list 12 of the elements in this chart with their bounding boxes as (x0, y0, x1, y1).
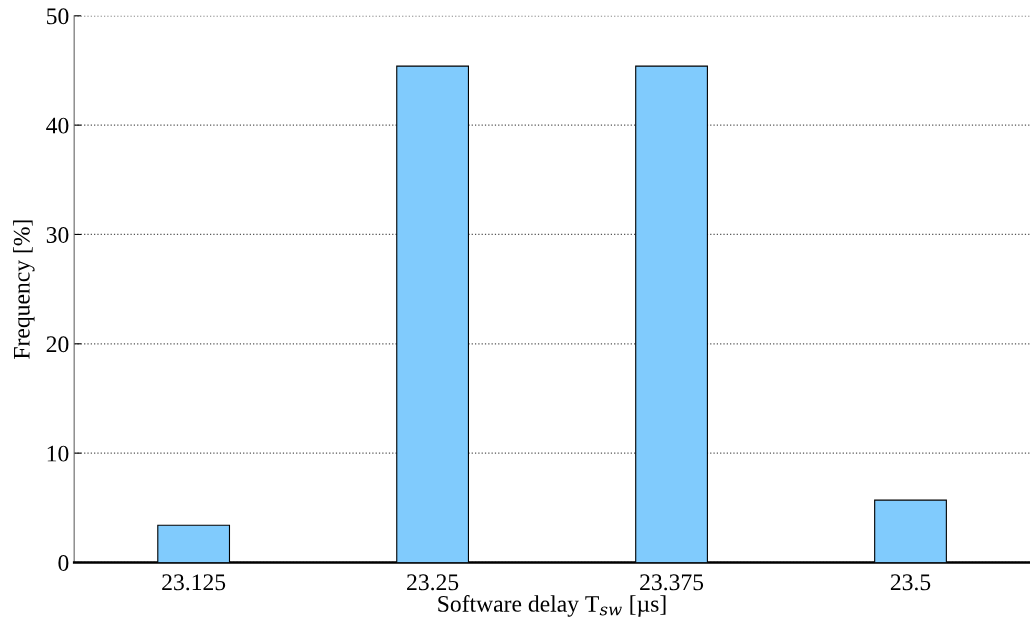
y-tick-label: 50 (47, 8, 69, 25)
x-tick-label: 23.125 (162, 574, 226, 591)
x-tick-label: 23.5 (890, 574, 931, 591)
y-tick-label: 10 (47, 445, 69, 462)
y-tick-label: 0 (58, 554, 69, 571)
y-tick-label: 40 (46, 117, 69, 134)
y-tick-label: 20 (46, 336, 69, 353)
x-tick-label: 23.375 (640, 574, 704, 591)
x-tick-label: 23.25 (407, 574, 459, 591)
x-axis-title: Software delay T$_{sw}$ [µs] (438, 595, 666, 617)
y-tick-label: 30 (46, 226, 69, 243)
y-axis-title: Frequency [%] (13, 220, 35, 359)
